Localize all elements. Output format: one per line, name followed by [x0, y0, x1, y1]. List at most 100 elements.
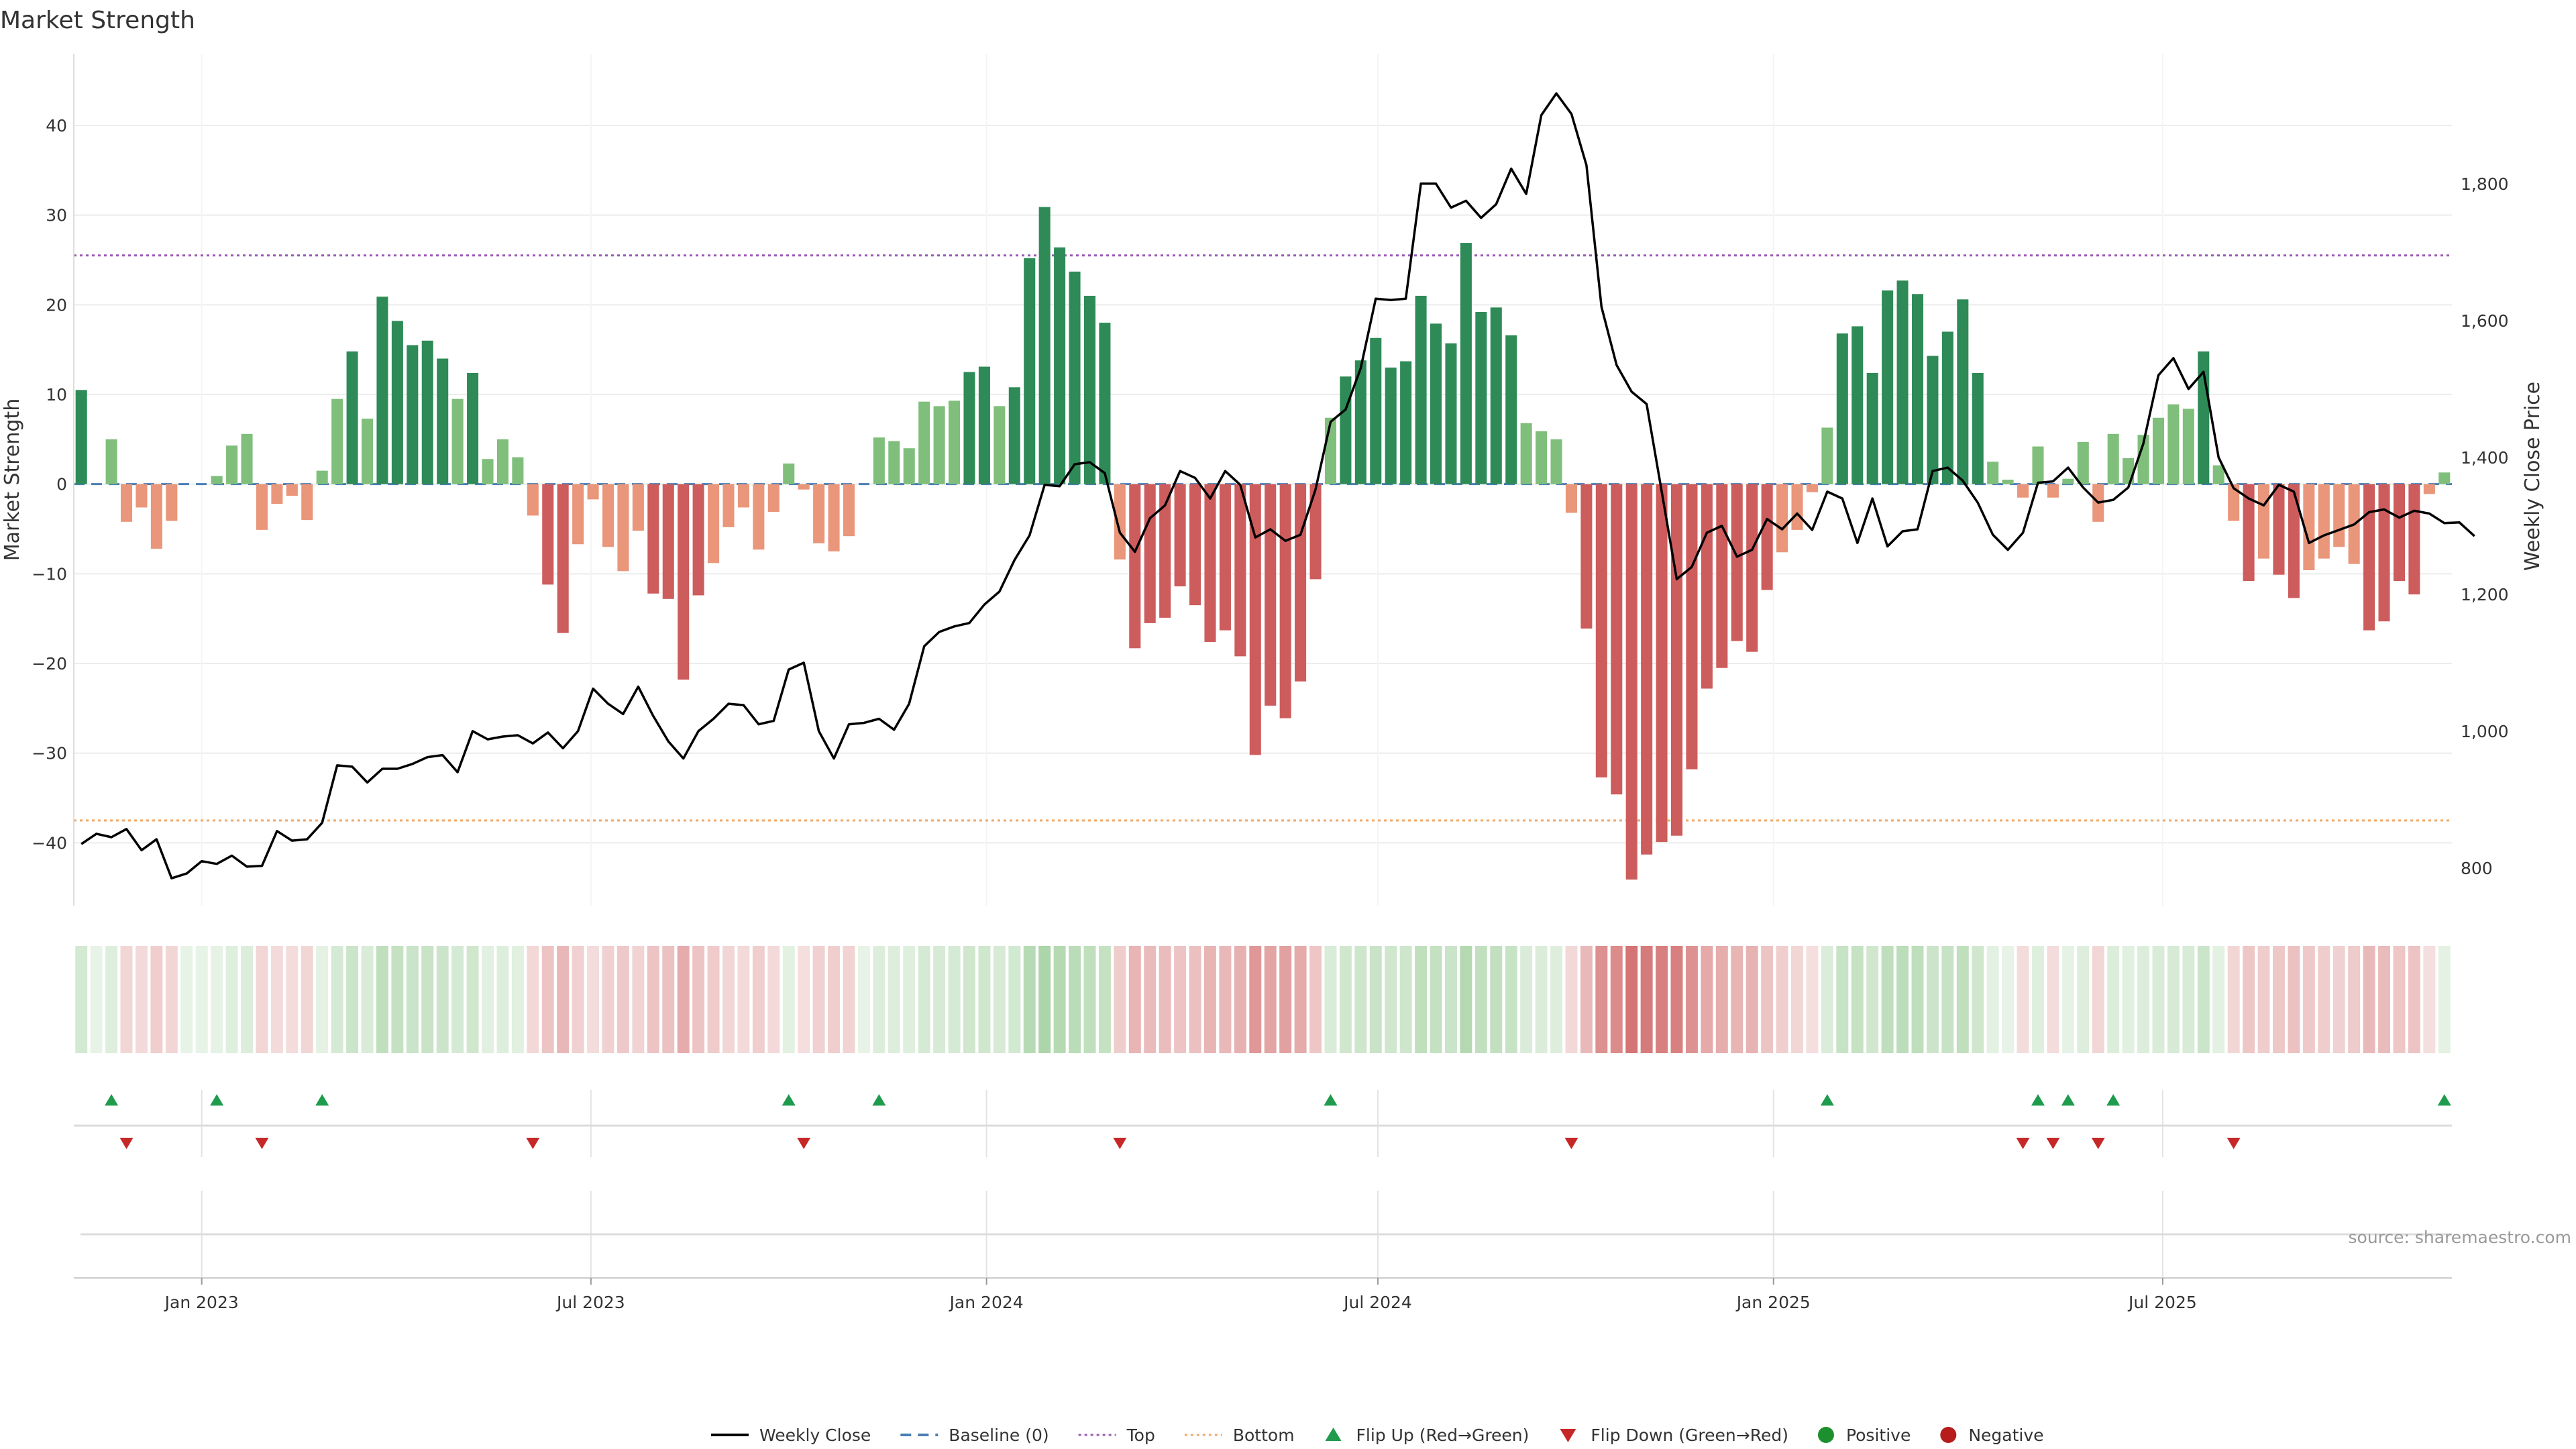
strength-bar: [2288, 484, 2300, 598]
heat-cell: [2318, 946, 2330, 1053]
strength-bar: [2062, 478, 2074, 484]
heat-cell: [2378, 946, 2391, 1053]
strength-bar: [451, 398, 464, 484]
heat-cell: [1460, 946, 1472, 1053]
heat-cell: [1069, 946, 1081, 1053]
heat-cell: [1701, 946, 1713, 1053]
heat-cell: [301, 946, 313, 1053]
strength-bar: [1008, 387, 1020, 484]
heat-cell: [180, 946, 193, 1053]
flip-down-marker: [2016, 1138, 2030, 1149]
flip-up-marker: [2106, 1094, 2121, 1106]
strength-bar: [105, 439, 117, 484]
flip-up-marker: [2061, 1094, 2075, 1106]
strength-bar: [1038, 207, 1051, 484]
strength-bar: [798, 484, 810, 490]
strength-bar: [1385, 367, 1397, 484]
strength-bar: [1324, 417, 1336, 484]
heat-cell: [361, 946, 374, 1053]
heat-cell: [1038, 946, 1051, 1053]
strength-bar: [2423, 484, 2435, 494]
flip-up-marker: [210, 1094, 224, 1106]
heat-cell: [2408, 946, 2420, 1053]
strength-bar: [632, 484, 644, 531]
legend-swatch: [1940, 1427, 1957, 1443]
strength-bar: [2123, 458, 2135, 484]
chart-title: Market Strength: [0, 7, 195, 34]
heat-cell: [798, 946, 810, 1053]
heat-cell: [225, 946, 238, 1053]
strength-bar: [241, 433, 253, 484]
strength-bar: [1821, 427, 1833, 484]
flip-up-marker: [1324, 1094, 1338, 1106]
strength-bar: [1686, 484, 1698, 769]
heat-cell: [1866, 946, 1879, 1053]
heat-cell: [1430, 946, 1442, 1053]
strength-bar: [2318, 484, 2330, 559]
heat-cell: [256, 946, 268, 1053]
heat-cell: [150, 946, 163, 1053]
strength-bar: [933, 406, 945, 484]
heat-cell: [2243, 946, 2255, 1053]
legend: Weekly Close Baseline (0) Top Bottom Flip Up…: [711, 1426, 2044, 1445]
right-tick-label: 1,200: [2461, 585, 2509, 604]
heat-cell: [587, 946, 600, 1053]
strength-bar: [1219, 484, 1231, 631]
strength-bar: [1701, 484, 1713, 689]
heat-cell: [135, 946, 148, 1053]
strength-bar: [1069, 271, 1081, 484]
strength-bar: [1370, 337, 1382, 484]
strength-bar: [1565, 484, 1577, 513]
strength-bar: [2393, 484, 2405, 582]
heat-cell: [1625, 946, 1638, 1053]
heat-cell: [1008, 946, 1021, 1053]
axes: −40 −30 −20 −10 0 10 20 30 40 800 1,000 1,200 1,400 1…: [1, 54, 2544, 1312]
strength-bar: [1265, 484, 1277, 706]
heat-cell: [527, 946, 539, 1053]
heat-cell: [2047, 946, 2059, 1053]
strength-bar: [2333, 484, 2345, 547]
legend-label: Baseline (0): [949, 1426, 1049, 1445]
heat-cell: [1610, 946, 1623, 1053]
strength-bar: [1430, 323, 1442, 484]
heat-cell: [1385, 946, 1397, 1053]
heat-cell: [2423, 946, 2436, 1053]
flip-down-marker: [797, 1138, 811, 1149]
heat-cell: [1791, 946, 1803, 1053]
heat-cell: [2348, 946, 2361, 1053]
heat-cell: [1279, 946, 1292, 1053]
x-tick-label: Jan 2025: [1735, 1293, 1811, 1312]
strength-bar: [1670, 484, 1683, 836]
strength-bar: [1234, 484, 1246, 657]
heat-cell: [1234, 946, 1246, 1053]
heat-cell: [90, 946, 103, 1053]
strength-bar: [2438, 472, 2451, 484]
heat-cell: [767, 946, 780, 1053]
heat-cell: [1128, 946, 1141, 1053]
flip-up-marker: [2031, 1094, 2045, 1106]
strength-bar: [949, 400, 961, 484]
heat-cell: [557, 946, 570, 1053]
strength-bar: [783, 463, 795, 484]
heat-cell: [1174, 946, 1187, 1053]
heat-cell: [737, 946, 750, 1053]
heat-cell: [211, 946, 223, 1053]
strength-bar: [496, 439, 508, 484]
strength-bar: [1354, 360, 1366, 484]
strength-bar: [1746, 484, 1758, 652]
strength-bar: [256, 484, 268, 530]
heat-cell: [2212, 946, 2225, 1053]
strength-bar: [2077, 441, 2089, 484]
heat-cell: [616, 946, 629, 1053]
heat-cell: [782, 946, 795, 1053]
strength-bar: [2303, 484, 2315, 571]
strength-bar: [1309, 484, 1322, 580]
strength-bar: [1415, 295, 1427, 484]
strength-bar: [813, 484, 825, 543]
strength-bar: [873, 437, 885, 484]
strength-bar: [527, 484, 539, 516]
strength-bar: [482, 459, 494, 484]
strength-bar: [121, 484, 133, 522]
heat-cell: [482, 946, 494, 1053]
heat-cell: [857, 946, 870, 1053]
